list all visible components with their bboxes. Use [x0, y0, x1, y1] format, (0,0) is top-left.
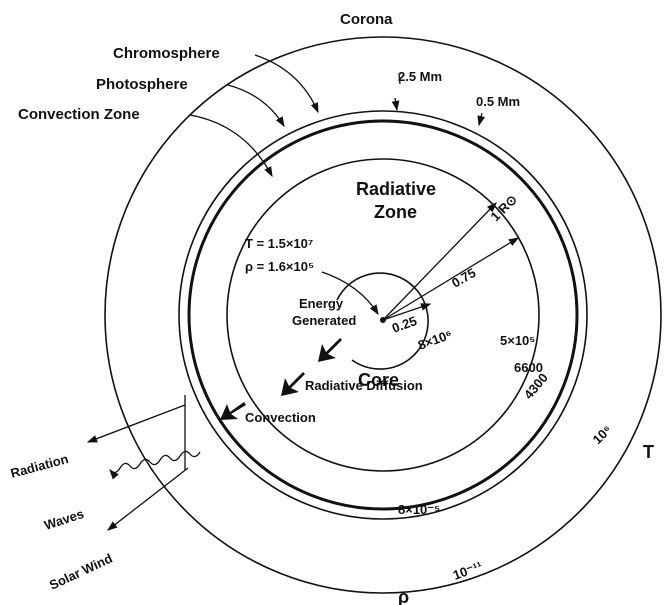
label: ρ = 1.6×10⁵ — [245, 259, 314, 274]
label: 0.75 — [449, 265, 478, 291]
label: Core — [358, 370, 399, 390]
label: ρ — [398, 587, 409, 605]
label: T = 1.5×10⁷ — [245, 236, 313, 251]
label: Convection — [245, 410, 316, 425]
label: Zone — [374, 202, 417, 222]
label: Energy — [299, 296, 344, 311]
tick — [398, 73, 401, 85]
arrow — [391, 97, 400, 112]
label: Radiation — [9, 451, 70, 481]
solar-wind-arrow — [106, 467, 189, 531]
label: Radiative — [356, 179, 436, 199]
flow-arrow — [281, 372, 305, 396]
arrow — [321, 271, 379, 316]
corona-boundary — [104, 36, 662, 594]
label: Radiative Diffusion — [305, 378, 423, 393]
label: 8×10⁶ — [416, 327, 454, 353]
label: 6600 — [514, 360, 543, 375]
label: Photosphere — [96, 76, 188, 93]
label: Waves — [42, 506, 85, 533]
flow-arrow — [318, 338, 342, 362]
radius-line — [382, 303, 432, 321]
label: T — [643, 442, 654, 462]
label: Generated — [292, 313, 356, 328]
radius-line — [382, 237, 520, 321]
photosphere-boundary — [187, 119, 579, 511]
radiative-boundary — [226, 158, 540, 472]
label: 1 R⊙ — [488, 192, 521, 225]
label: 8×10⁻⁵ — [398, 502, 440, 517]
circles — [104, 36, 662, 594]
radiation-arrow — [86, 404, 186, 443]
label: 5×10⁵ — [500, 333, 535, 348]
arrow — [254, 54, 319, 114]
arrow — [227, 84, 285, 128]
label: Solar Wind — [47, 550, 115, 592]
label: 0.5 Mm — [476, 94, 520, 109]
label: Corona — [340, 11, 393, 28]
arrow — [189, 114, 273, 178]
bold-arrows — [220, 338, 342, 420]
waves-arrow — [109, 450, 201, 480]
arrows — [86, 54, 520, 531]
chromosphere-boundary — [178, 110, 588, 520]
radius-line — [382, 202, 497, 321]
label: 10⁶ — [590, 422, 615, 447]
label: 2.5 Mm — [398, 69, 442, 84]
arrow — [477, 112, 485, 127]
flow-arrow — [220, 402, 246, 420]
label: Chromosphere — [113, 45, 220, 62]
label: Convection Zone — [18, 106, 140, 123]
